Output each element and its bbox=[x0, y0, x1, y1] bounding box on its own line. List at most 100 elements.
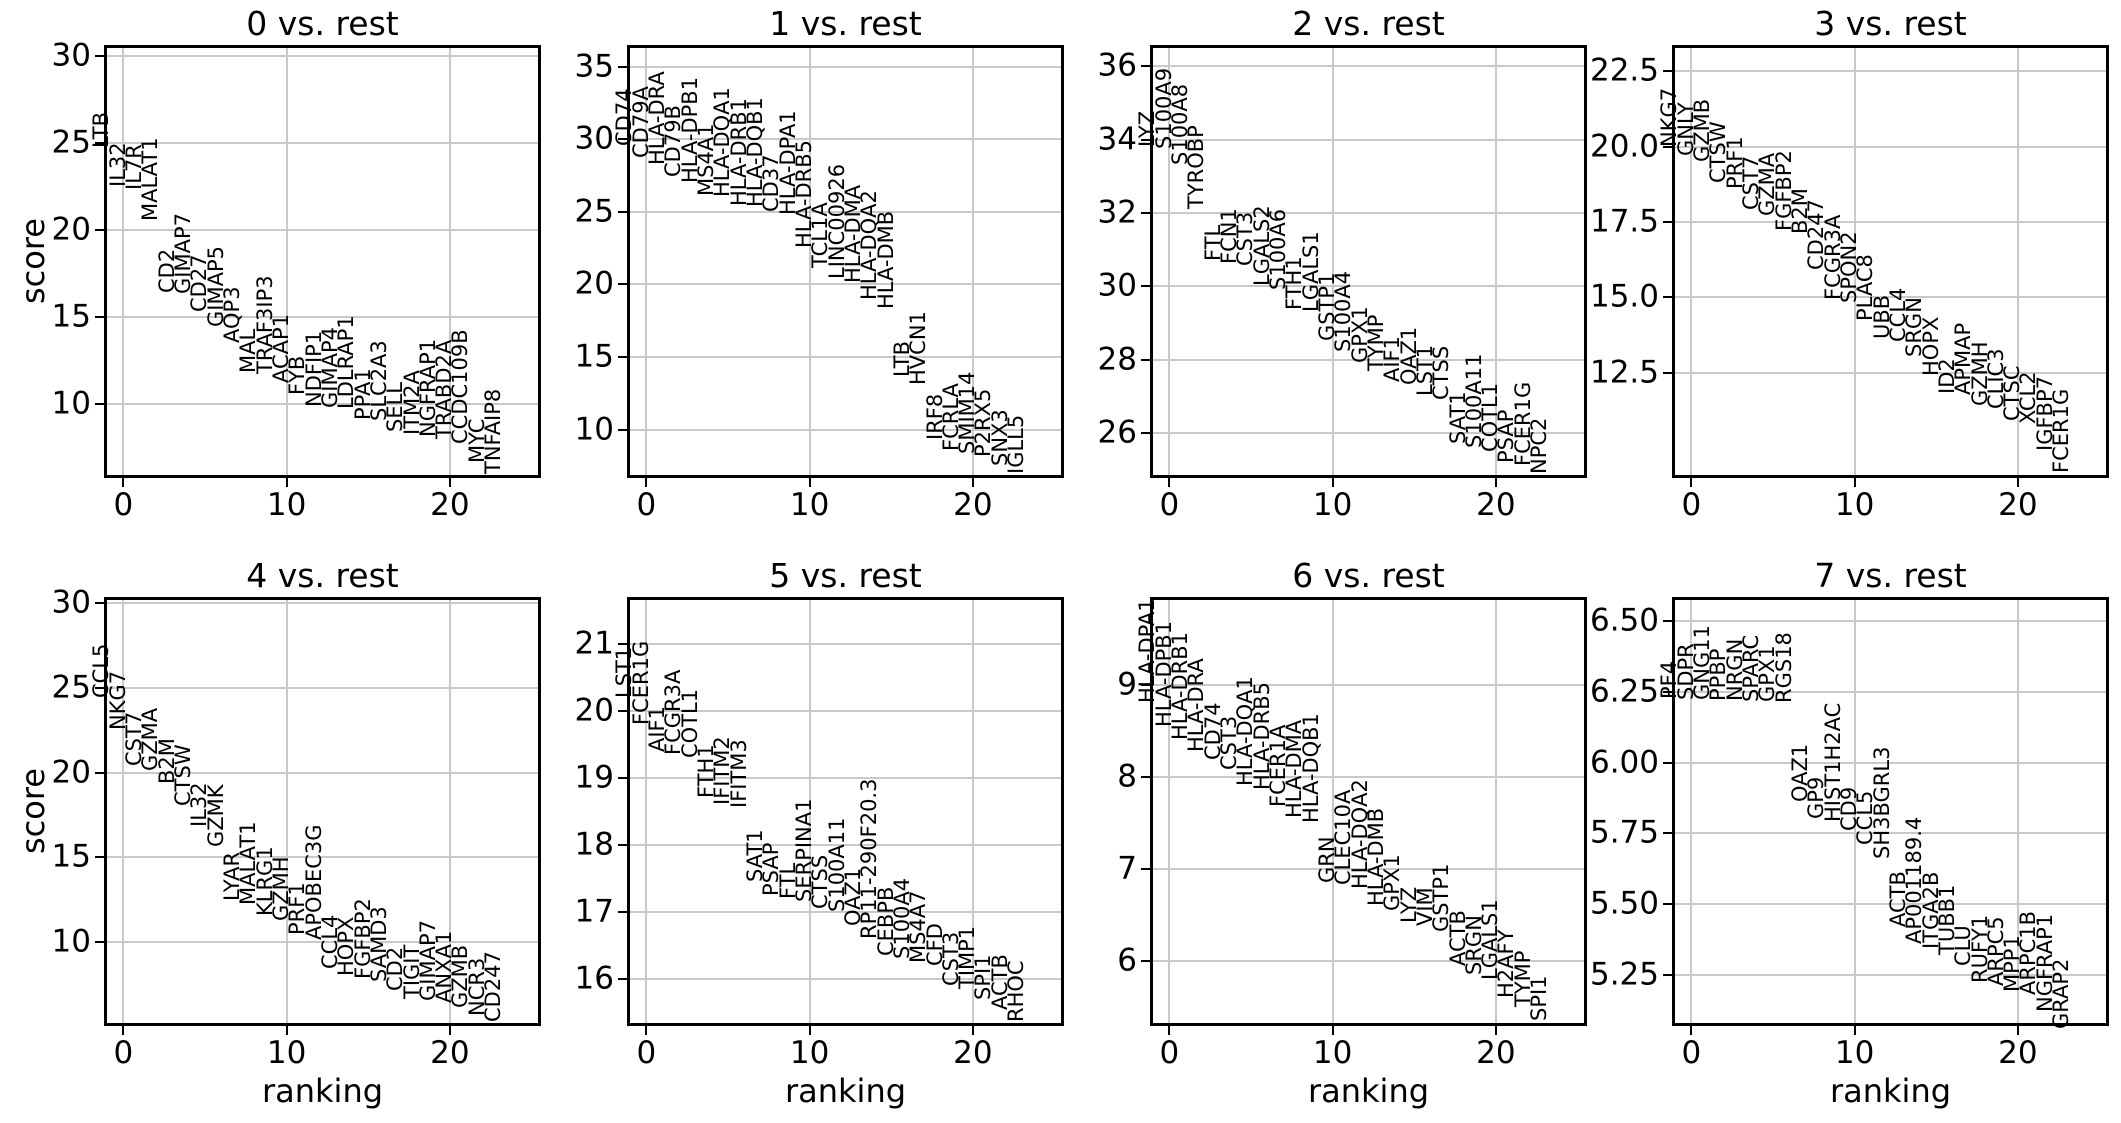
x-gridline bbox=[1494, 600, 1497, 1023]
y-tick-label: 6.25 bbox=[1589, 673, 1659, 710]
x-tick-mark bbox=[448, 478, 451, 487]
y-gridline bbox=[1675, 903, 2106, 906]
y-tick-mark bbox=[95, 940, 104, 943]
y-tick-mark bbox=[1663, 70, 1672, 73]
y-gridline bbox=[1675, 620, 2106, 623]
y-tick-mark bbox=[1663, 371, 1672, 374]
y-tick-mark bbox=[1663, 832, 1672, 835]
gene-label: SPI1 bbox=[1527, 975, 1552, 1022]
x-tick-mark bbox=[2016, 478, 2019, 487]
x-tick-mark bbox=[971, 1026, 974, 1035]
x-gridline bbox=[1168, 48, 1171, 475]
y-tick-label: 10 bbox=[51, 385, 91, 422]
x-tick-label: 20 bbox=[1998, 487, 2038, 523]
y-tick-mark bbox=[618, 911, 627, 914]
x-tick-mark bbox=[971, 478, 974, 487]
subplot-4-vs-rest: 4 vs. rest 0 10 20 10 15 20 25 30 CCL5 NKG7 CST7 GZ… bbox=[52, 558, 541, 1069]
x-gridline bbox=[2016, 48, 2019, 475]
gene-label: NPC2 bbox=[1527, 417, 1552, 474]
y-tick-mark bbox=[1141, 683, 1150, 686]
y-gridline bbox=[107, 403, 538, 405]
x-gridline bbox=[1853, 600, 1856, 1023]
x-gridline bbox=[1494, 48, 1497, 475]
gene-label: RHOC bbox=[1004, 960, 1029, 1022]
y-gridline bbox=[1153, 65, 1584, 68]
x-tick-label: 20 bbox=[430, 1035, 470, 1071]
y-tick-mark bbox=[95, 229, 104, 231]
y-tick-mark bbox=[618, 210, 627, 213]
y-tick-label: 8 bbox=[1117, 758, 1137, 795]
gene-label: TYROBP bbox=[1184, 125, 1209, 210]
x-tick-mark bbox=[2016, 1026, 2019, 1035]
y-gridline bbox=[1153, 775, 1584, 778]
x-gridline bbox=[1690, 600, 1693, 1023]
y-gridline bbox=[1675, 832, 2106, 835]
y-gridline bbox=[1153, 432, 1584, 435]
y-tick-label: 21 bbox=[574, 625, 614, 662]
y-gridline bbox=[107, 142, 538, 144]
x-tick-mark bbox=[645, 478, 648, 487]
x-gridline bbox=[808, 48, 811, 475]
gene-label: GZMK bbox=[203, 784, 228, 848]
x-tick-label: 10 bbox=[1312, 1035, 1353, 1071]
panel-title-3: 3 vs. rest bbox=[1814, 4, 1967, 43]
y-tick-label: 20 bbox=[51, 211, 91, 248]
y-tick-label: 17 bbox=[574, 893, 614, 930]
y-tick-label: 28 bbox=[1097, 341, 1137, 378]
y-tick-mark bbox=[1141, 775, 1150, 778]
y-tick-label: 6 bbox=[1117, 942, 1137, 979]
y-tick-label: 5.75 bbox=[1589, 814, 1659, 851]
x-tick-label: 20 bbox=[1998, 1035, 2038, 1071]
x-tick-label: 10 bbox=[789, 487, 830, 523]
x-tick-label: 10 bbox=[266, 487, 307, 523]
x-tick-mark bbox=[1168, 1026, 1171, 1035]
x-gridline bbox=[285, 48, 288, 475]
y-tick-label: 25 bbox=[574, 193, 614, 230]
y-tick-mark bbox=[618, 65, 627, 68]
y-axis-label-row1: score bbox=[14, 218, 52, 304]
panel-title-7: 7 vs. rest bbox=[1814, 556, 1967, 595]
y-tick-mark bbox=[1663, 620, 1672, 623]
x-gridline bbox=[2016, 600, 2019, 1023]
x-gridline bbox=[285, 600, 288, 1023]
y-tick-mark bbox=[618, 844, 627, 847]
y-tick-label: 15 bbox=[574, 338, 614, 375]
x-tick-mark bbox=[285, 1026, 288, 1035]
gene-label: IFITM3 bbox=[726, 739, 751, 809]
panel-title-0: 0 vs. rest bbox=[246, 4, 399, 43]
x-tick-mark bbox=[1690, 478, 1693, 487]
y-gridline bbox=[630, 355, 1061, 358]
y-tick-mark bbox=[1141, 65, 1150, 68]
y-gridline bbox=[630, 978, 1061, 981]
y-gridline bbox=[1153, 212, 1584, 215]
y-tick-label: 20 bbox=[51, 754, 91, 791]
y-tick-mark bbox=[1663, 220, 1672, 223]
x-tick-mark bbox=[448, 1026, 451, 1035]
y-gridline bbox=[1153, 285, 1584, 288]
y-tick-mark bbox=[618, 777, 627, 780]
y-tick-label: 26 bbox=[1097, 414, 1137, 451]
x-tick-label: 20 bbox=[430, 487, 470, 523]
x-tick-label: 20 bbox=[953, 487, 993, 523]
y-tick-mark bbox=[95, 602, 104, 605]
x-tick-label: 0 bbox=[113, 1035, 134, 1071]
y-gridline bbox=[1675, 973, 2106, 976]
y-tick-label: 15.0 bbox=[1589, 278, 1659, 315]
x-tick-label: 0 bbox=[636, 487, 657, 523]
x-tick-mark bbox=[1331, 1026, 1334, 1035]
gene-label: GRAP2 bbox=[2049, 958, 2074, 1029]
y-tick-label: 5.50 bbox=[1589, 885, 1659, 922]
y-tick-label: 10 bbox=[51, 923, 91, 960]
panel-title-4: 4 vs. rest bbox=[246, 556, 399, 595]
y-tick-label: 30 bbox=[51, 584, 91, 621]
y-gridline bbox=[1675, 371, 2106, 374]
y-tick-label: 30 bbox=[1097, 267, 1137, 304]
y-gridline bbox=[107, 316, 538, 318]
y-gridline bbox=[107, 771, 538, 774]
y-tick-label: 20 bbox=[574, 265, 614, 302]
gene-label: SH3BGRL3 bbox=[1869, 746, 1894, 859]
panel-title-5: 5 vs. rest bbox=[769, 556, 922, 595]
x-tick-label: 0 bbox=[113, 487, 134, 523]
y-tick-mark bbox=[1663, 145, 1672, 148]
